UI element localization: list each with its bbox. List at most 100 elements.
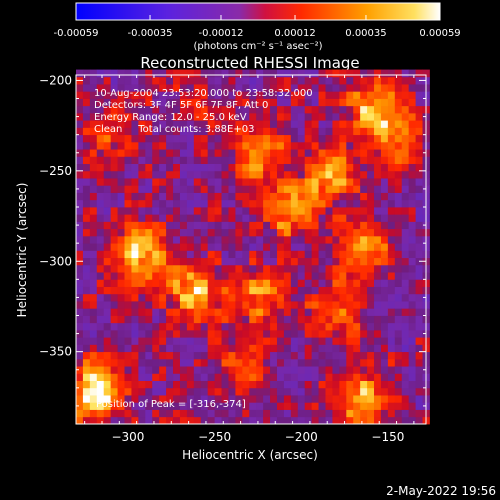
heatmap-cell <box>145 105 153 114</box>
heatmap-cell <box>117 351 125 360</box>
heatmap-cell <box>311 221 319 230</box>
heatmap-cell <box>193 199 202 208</box>
heatmap-cell <box>207 337 216 345</box>
heatmap-cell <box>380 380 389 389</box>
heatmap-cell <box>263 322 271 331</box>
heatmap-cell <box>283 329 292 338</box>
heatmap-cell <box>249 185 257 193</box>
heatmap-cell <box>276 199 285 208</box>
heatmap-cell <box>304 416 313 425</box>
heatmap-cell <box>193 192 202 201</box>
heatmap-cell <box>89 120 98 128</box>
heatmap-cell <box>270 308 278 316</box>
heatmap-cell <box>145 373 153 381</box>
heatmap-cell <box>346 322 354 331</box>
heatmap-cell <box>145 308 153 316</box>
heatmap-cell <box>138 91 146 99</box>
heatmap-cell <box>297 373 306 381</box>
heatmap-cell <box>110 207 118 215</box>
heatmap-cell <box>325 257 333 266</box>
heatmap-cell <box>374 170 382 179</box>
heatmap-cell <box>339 366 347 374</box>
heatmap-cell <box>131 178 139 186</box>
heatmap-cell <box>117 120 125 128</box>
heatmap-cell <box>270 373 278 381</box>
heatmap-cell <box>318 286 326 295</box>
heatmap-cell <box>214 199 222 208</box>
heatmap-cell <box>380 409 389 418</box>
heatmap-cell <box>367 264 375 273</box>
heatmap-cell <box>131 221 139 230</box>
heatmap-cell <box>200 98 209 107</box>
heatmap-cell <box>401 416 410 425</box>
heatmap-cell <box>76 416 84 425</box>
heatmap-cell <box>290 170 299 179</box>
heatmap-cell <box>242 178 250 186</box>
heatmap-cell <box>332 358 340 367</box>
heatmap-cell <box>304 221 313 230</box>
heatmap-cell <box>270 257 278 266</box>
heatmap-cell <box>131 112 139 121</box>
heatmap-cell <box>159 69 167 78</box>
heatmap-cell <box>374 337 382 345</box>
heatmap-cell <box>145 207 153 215</box>
heatmap-cell <box>131 214 139 222</box>
heatmap-cell <box>374 416 382 425</box>
heatmap-cell <box>263 358 271 367</box>
heatmap-cell <box>138 279 146 287</box>
heatmap-cell <box>290 293 299 302</box>
heatmap-cell <box>332 272 340 280</box>
heatmap-cell <box>276 250 285 259</box>
heatmap-cell <box>131 91 139 99</box>
heatmap-cell <box>76 185 84 193</box>
heatmap-cell <box>193 127 202 136</box>
heatmap-cell <box>221 409 229 418</box>
heatmap-cell <box>256 214 264 222</box>
heatmap-cell <box>76 272 84 280</box>
heatmap-cell <box>166 214 174 222</box>
heatmap-cell <box>380 373 389 381</box>
heatmap-cell <box>159 243 167 251</box>
heatmap-cell <box>256 243 264 251</box>
heatmap-cell <box>124 315 132 324</box>
heatmap-cell <box>297 380 306 389</box>
heatmap-cell <box>353 250 361 259</box>
heatmap-cell <box>276 358 285 367</box>
heatmap-cell <box>117 286 125 295</box>
heatmap-cell <box>166 98 174 107</box>
heatmap-cell <box>380 156 389 164</box>
heatmap-cell <box>332 163 340 172</box>
heatmap-cell <box>193 185 202 193</box>
heatmap-cell <box>124 272 132 280</box>
heatmap-cell <box>124 120 132 128</box>
heatmap-cell <box>131 351 139 360</box>
heatmap-cell <box>263 76 271 85</box>
heatmap-cell <box>159 185 167 193</box>
heatmap-cell <box>304 301 313 309</box>
heatmap-cell <box>117 387 125 396</box>
heatmap-cell <box>152 272 160 280</box>
heatmap-cell <box>110 127 118 136</box>
heatmap-cell <box>228 395 236 403</box>
heatmap-cell <box>394 322 403 331</box>
heatmap-cell <box>200 416 209 425</box>
heatmap-cell <box>221 91 229 99</box>
heatmap-cell <box>415 395 423 403</box>
heatmap-cell <box>228 112 236 121</box>
heatmap-cell <box>145 257 153 266</box>
heatmap-cell <box>193 315 202 324</box>
heatmap-cell <box>387 402 396 410</box>
heatmap-cell <box>346 308 354 316</box>
heatmap-cell <box>159 235 167 244</box>
heatmap-cell <box>193 149 202 157</box>
heatmap-cell <box>96 149 105 157</box>
heatmap-cell <box>380 127 389 136</box>
heatmap-cell <box>159 380 167 389</box>
heatmap-cell <box>290 301 299 309</box>
heatmap-cell <box>332 322 340 331</box>
heatmap-cell <box>415 402 423 410</box>
heatmap-cell <box>110 264 118 273</box>
heatmap-cell <box>152 373 160 381</box>
heatmap-cell <box>152 98 160 107</box>
heatmap-cell <box>380 351 389 360</box>
